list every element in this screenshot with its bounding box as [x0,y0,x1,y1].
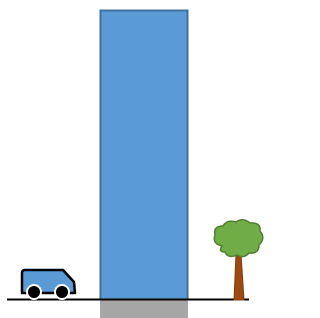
car-wheel [27,285,41,299]
basement [100,299,188,318]
page: (() => { const data = JSON.parse(documen… [0,0,265,318]
car-wheel [55,285,69,299]
tree [214,220,262,300]
scene [0,0,265,318]
car [22,270,75,299]
tree-canopy [214,220,262,257]
tree-trunk [234,254,244,300]
tower [101,11,188,300]
